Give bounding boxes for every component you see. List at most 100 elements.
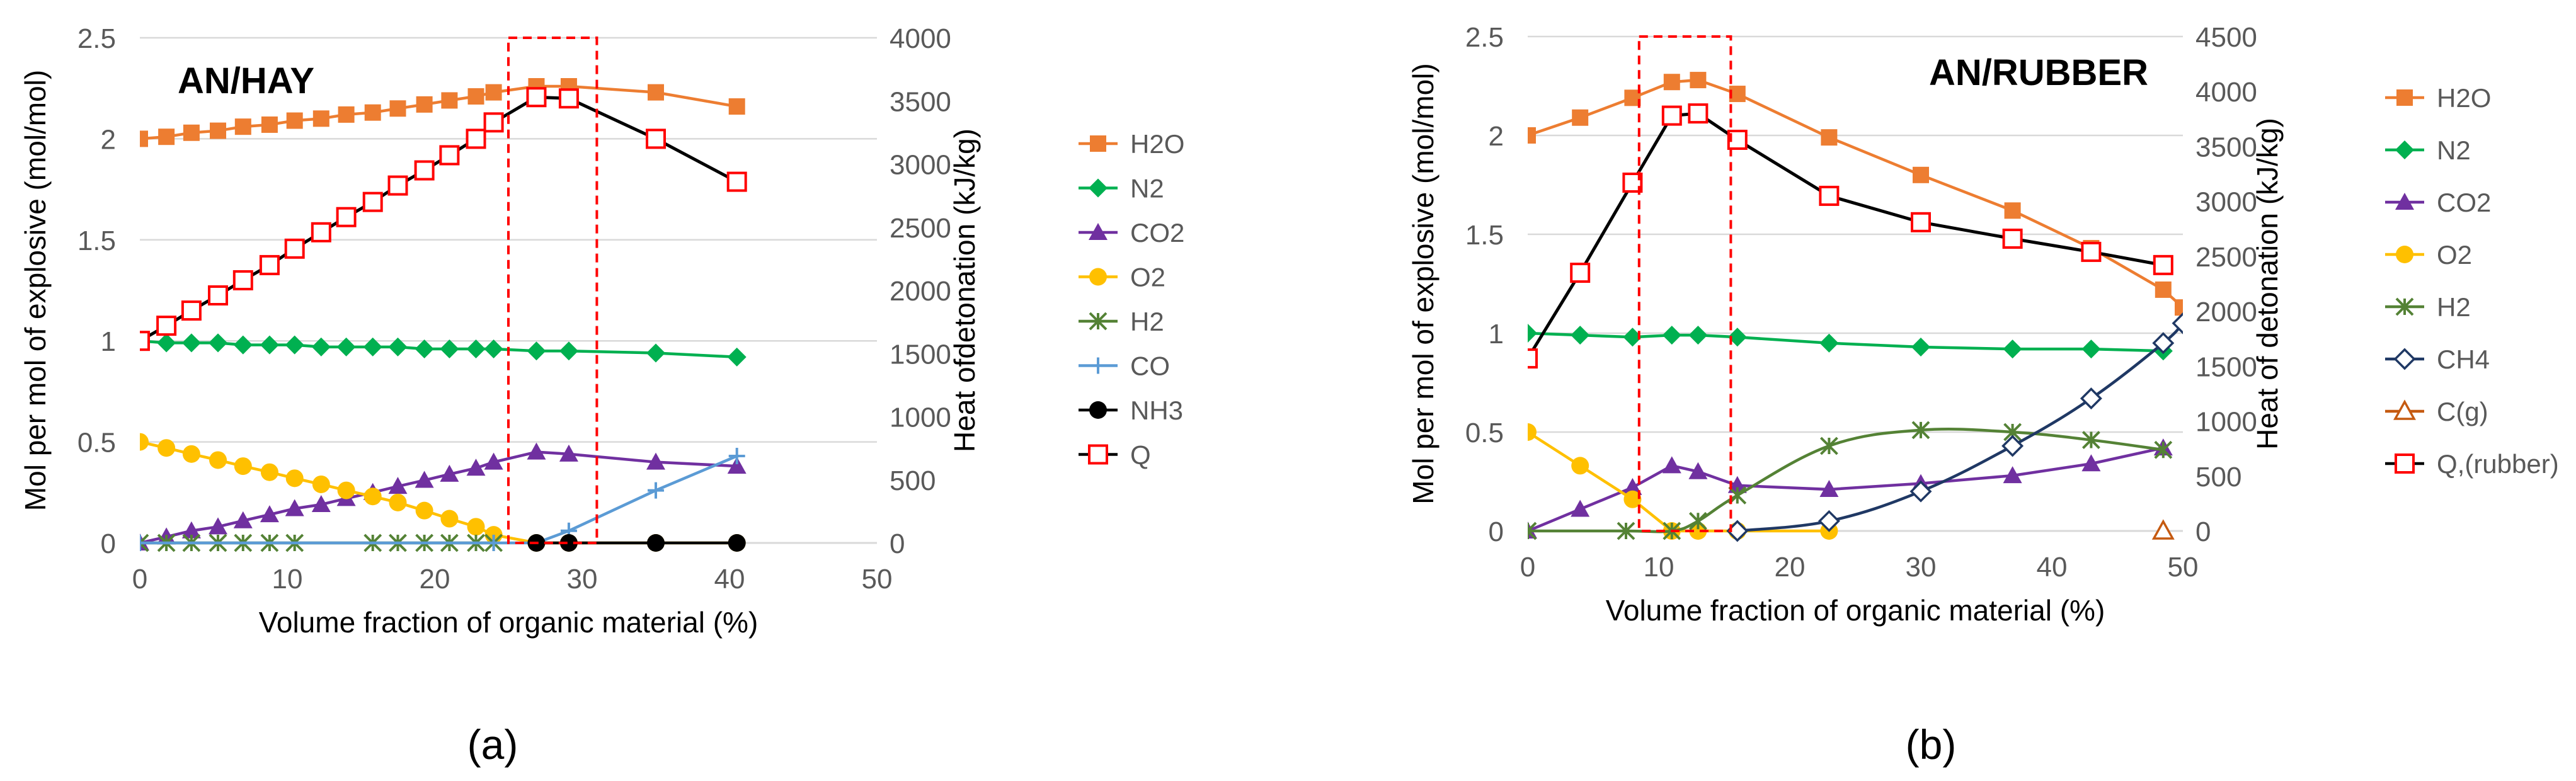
series-line-n2 <box>140 339 737 359</box>
data-point-co2 <box>1819 480 1839 498</box>
data-point-h2o <box>389 100 406 117</box>
legend-label: H2O <box>2437 83 2491 113</box>
y2-tick-label: 4000 <box>2195 77 2257 108</box>
data-point-ch4 <box>1818 510 1840 532</box>
legend-marker <box>2393 348 2416 370</box>
y-tick-label: 1.5 <box>77 225 116 256</box>
data-point-co2 <box>1623 477 1642 495</box>
data-point-h2o <box>261 116 278 133</box>
data-point-n2 <box>1688 326 1708 345</box>
legend-marker <box>2396 89 2413 106</box>
data-point-c-g <box>2151 519 2175 540</box>
legend-label: CO <box>1130 351 1170 381</box>
x-tick-label: 40 <box>2037 552 2068 583</box>
inset-title: AN/HAY <box>178 60 314 101</box>
data-point-co2 <box>727 457 747 474</box>
legend-marker <box>1089 268 1107 286</box>
legend-marker <box>1089 401 1107 419</box>
legend-item-n2: N2 <box>2385 135 2471 165</box>
series-n2 <box>1528 324 2173 361</box>
data-point-n2 <box>440 339 459 359</box>
legend-item-o2: O2 <box>1079 263 1165 292</box>
data-point-n2 <box>466 339 486 359</box>
y-tick-label: 0 <box>101 528 116 559</box>
y2-axis-title: Heat of detonation (kJ/kg) <box>2251 118 2284 450</box>
legend-item-co: CO <box>1079 351 1170 381</box>
x-axis-title: Volume fraction of organic material (%) <box>259 606 758 639</box>
legend-marker <box>2393 399 2416 420</box>
data-point-n2 <box>260 335 279 355</box>
data-point-h2 <box>1688 511 1707 530</box>
data-point-q <box>387 175 408 196</box>
legend-marker <box>2395 297 2414 316</box>
data-point-q <box>181 300 202 321</box>
legend-marker <box>1089 312 1108 331</box>
series-o2 <box>1528 423 1838 540</box>
legend-label: O2 <box>2437 240 2472 270</box>
data-point-q-rubber <box>1819 185 1840 206</box>
data-point-o2 <box>157 439 176 457</box>
data-point-ch4 <box>2080 387 2102 410</box>
data-point-o2 <box>1571 457 1589 475</box>
legend: H2O N2 CO2 O2 H2 CH4 C(g) Q,(rubber) <box>2385 83 2559 479</box>
y-tick-label: 0.5 <box>1465 418 1504 448</box>
data-point-n2 <box>233 335 253 355</box>
data-point-o2 <box>364 487 382 506</box>
data-point-o2 <box>337 481 355 499</box>
y2-tick-label: 1500 <box>890 339 951 370</box>
legend-label: O2 <box>1130 263 1165 292</box>
legend-item-h2o: H2O <box>1079 129 1184 159</box>
series-line-ch4 <box>1737 322 2183 533</box>
data-point-h2o <box>648 84 664 101</box>
series-q-rubber <box>1528 103 2173 369</box>
data-point-h2o <box>140 130 148 147</box>
data-point-co2 <box>484 452 503 470</box>
data-point-q <box>156 316 177 336</box>
data-point-h2 <box>2154 440 2173 459</box>
legend-item-n2: N2 <box>1079 174 1164 203</box>
legend-label: CO2 <box>1130 218 1184 248</box>
x-axis-title: Volume fraction of organic material (%) <box>1606 594 2105 627</box>
data-point-h2o <box>416 96 433 113</box>
data-point-n2 <box>727 347 747 367</box>
y2-tick-label: 1000 <box>890 402 951 433</box>
data-point-q <box>646 128 666 149</box>
legend-item-ch4: CH4 <box>2385 345 2490 374</box>
x-tick-label: 0 <box>132 564 147 595</box>
y-tick-label: 0.5 <box>77 428 116 459</box>
data-point-h2o <box>441 92 458 109</box>
data-point-co2 <box>415 470 434 488</box>
y2-tick-label: 0 <box>2195 516 2211 547</box>
data-point-q <box>414 160 435 181</box>
x-tick-label: 10 <box>1644 552 1674 583</box>
data-point-o2 <box>312 475 330 493</box>
data-point-h2o <box>338 106 355 123</box>
data-point-h2o <box>210 122 227 139</box>
y-tick-label: 0 <box>1489 516 1504 547</box>
data-point-n2 <box>363 337 382 356</box>
data-point-n2 <box>1623 328 1642 347</box>
legend-marker <box>1089 223 1108 240</box>
x-tick-label: 20 <box>1775 552 1806 583</box>
data-point-o2 <box>415 501 433 520</box>
data-point-o2 <box>467 518 485 536</box>
data-point-h2 <box>1819 436 1838 455</box>
plot-area <box>1528 72 2183 542</box>
data-point-co2 <box>466 459 486 476</box>
data-point-q-rubber <box>1661 105 1682 126</box>
data-point-n2 <box>1727 328 1747 347</box>
data-point-n2 <box>2081 339 2101 359</box>
data-point-o2 <box>1623 490 1642 508</box>
x-tick-label: 30 <box>567 564 598 595</box>
x-tick-label: 20 <box>420 564 450 595</box>
legend-marker <box>1088 444 1108 465</box>
series-h2 <box>1528 421 2173 540</box>
series-c-g <box>2151 519 2175 540</box>
data-point-nh3 <box>559 534 578 552</box>
y-tick-label: 1 <box>101 326 116 357</box>
series-ch4 <box>1726 312 2183 542</box>
data-point-ch4 <box>2152 332 2175 355</box>
legend-item-co2: CO2 <box>1079 218 1184 248</box>
data-point-q <box>483 112 504 133</box>
